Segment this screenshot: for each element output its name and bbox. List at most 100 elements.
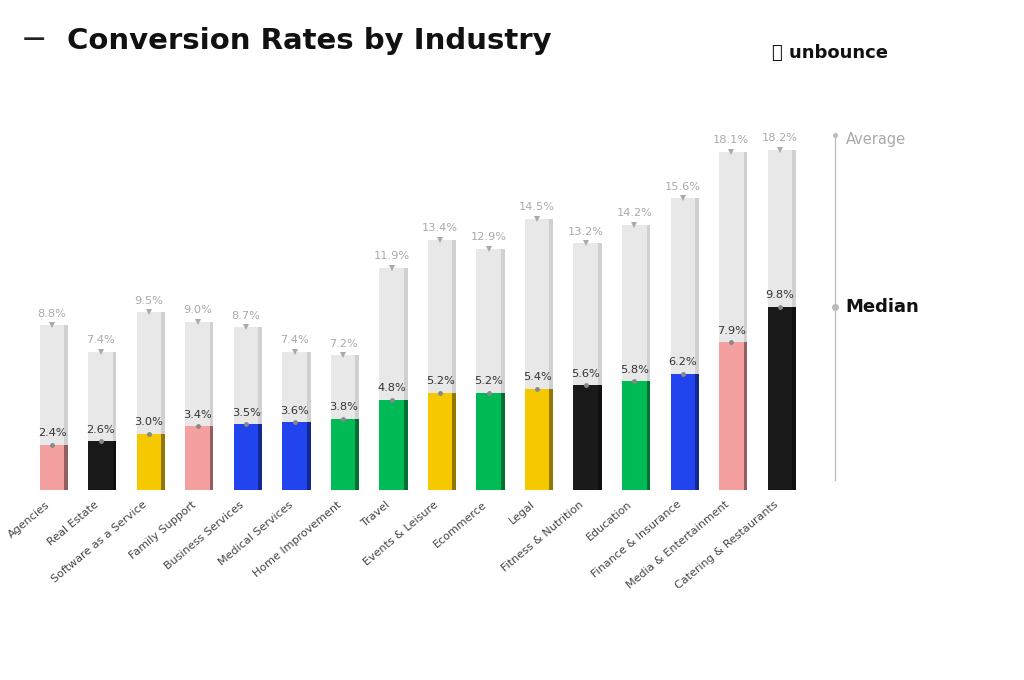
Text: 5.4%: 5.4% [523,373,552,382]
Bar [162,434,165,490]
Bar [283,352,307,490]
Text: 8.8%: 8.8% [38,309,67,319]
Text: 7.4%: 7.4% [281,335,309,345]
Bar [646,224,650,490]
Text: 18.1%: 18.1% [714,135,750,146]
Bar [233,424,258,490]
Bar [137,312,162,490]
Text: 18.2%: 18.2% [762,133,798,143]
Bar [622,381,646,490]
Bar [233,327,258,490]
Text: 3.8%: 3.8% [329,402,357,412]
Text: 9.5%: 9.5% [134,296,164,306]
Bar [403,400,408,490]
Text: 3.6%: 3.6% [281,406,309,416]
Bar [113,352,117,490]
Bar [355,419,359,490]
Bar [65,445,68,490]
Bar [331,355,355,490]
Bar [671,199,695,490]
Text: 2.4%: 2.4% [38,428,67,439]
Bar [743,152,748,490]
Text: 4.8%: 4.8% [377,384,407,394]
Bar [501,249,505,490]
Bar [453,392,456,490]
Bar [792,150,796,490]
Bar [88,352,113,490]
Bar [380,400,403,490]
Text: 11.9%: 11.9% [374,251,410,261]
Bar [258,424,262,490]
Text: 7.9%: 7.9% [717,326,745,336]
Bar [137,434,162,490]
Bar [573,243,598,490]
Bar [453,239,456,490]
Bar [695,199,698,490]
Bar [646,381,650,490]
Text: 9.0%: 9.0% [183,305,212,315]
Bar [331,419,355,490]
Bar [162,312,165,490]
Bar [768,150,792,490]
Bar [403,267,408,490]
Bar [671,374,695,490]
Text: 13.4%: 13.4% [422,223,458,233]
Text: 8.7%: 8.7% [231,311,260,321]
Text: ⓘ unbounce: ⓘ unbounce [772,44,888,63]
Bar [476,249,501,490]
Bar [550,389,553,490]
Text: 3.4%: 3.4% [183,409,212,420]
Bar [622,224,646,490]
Text: 7.4%: 7.4% [86,335,115,345]
Bar [210,426,213,490]
Text: 7.2%: 7.2% [329,339,357,349]
Text: —: — [23,29,45,48]
Bar [428,392,453,490]
Text: Median: Median [846,298,920,316]
Text: 14.2%: 14.2% [616,208,652,218]
Bar [476,392,501,490]
Text: 5.6%: 5.6% [571,369,600,379]
Bar [307,352,310,490]
Text: 5.2%: 5.2% [474,376,503,386]
Bar [307,422,310,490]
Text: 15.6%: 15.6% [665,182,700,192]
Bar [598,243,602,490]
Bar [792,307,796,490]
Bar [185,426,210,490]
Bar [40,445,65,490]
Bar [210,322,213,490]
Bar [719,152,743,490]
Bar [185,322,210,490]
Bar [768,307,792,490]
Bar [428,239,453,490]
Text: 5.2%: 5.2% [426,376,455,386]
Text: 5.8%: 5.8% [620,365,648,375]
Bar [380,267,403,490]
Bar [743,342,748,490]
Text: 9.8%: 9.8% [765,290,795,300]
Text: Average: Average [846,132,906,148]
Text: 13.2%: 13.2% [567,226,604,237]
Bar [258,327,262,490]
Text: 3.0%: 3.0% [134,417,164,427]
Text: 6.2%: 6.2% [669,358,697,367]
Bar [573,385,598,490]
Bar [695,374,698,490]
Bar [598,385,602,490]
Bar [355,355,359,490]
Bar [40,326,65,490]
Bar [525,389,550,490]
Bar [88,441,113,490]
Text: 3.5%: 3.5% [231,408,260,418]
Bar [113,441,117,490]
Text: 14.5%: 14.5% [519,203,555,212]
Bar [283,422,307,490]
Bar [525,219,550,490]
Text: Conversion Rates by Industry: Conversion Rates by Industry [67,27,551,55]
Bar [65,326,68,490]
Text: 2.6%: 2.6% [86,424,115,435]
Bar [501,392,505,490]
Bar [550,219,553,490]
Bar [719,342,743,490]
